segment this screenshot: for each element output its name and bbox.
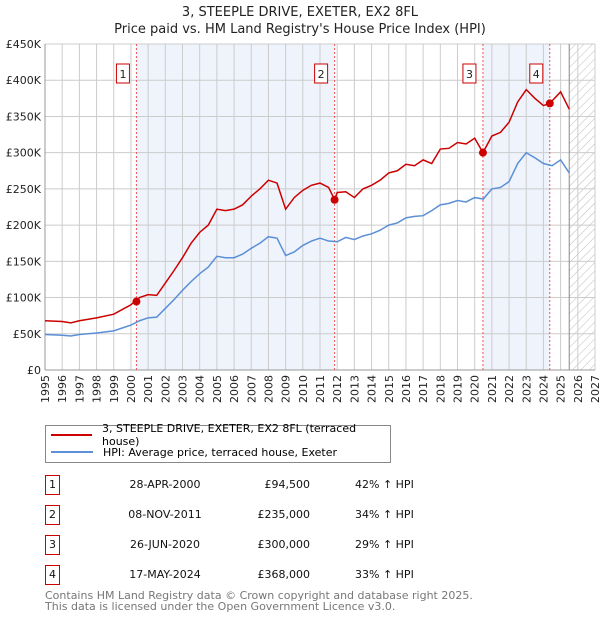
sale-marker-label: 2 bbox=[318, 68, 325, 81]
sale-date: 26-JUN-2020 bbox=[129, 538, 201, 551]
y-tick-label: £150K bbox=[6, 255, 42, 268]
sale-hpi: 34% ↑ HPI bbox=[355, 508, 414, 521]
x-tick-label: 2010 bbox=[297, 375, 310, 403]
x-tick-label: 2004 bbox=[194, 375, 207, 403]
y-tick-label: £50K bbox=[13, 328, 42, 341]
x-tick-label: 1997 bbox=[73, 375, 86, 403]
sale-row: 4 17-MAY-2024 £368,000 33% ↑ HPI bbox=[45, 565, 465, 585]
x-tick-label: 2017 bbox=[417, 375, 430, 403]
sale-marker-box bbox=[529, 63, 544, 84]
x-tick-label: 2019 bbox=[452, 375, 465, 403]
sale-row: 2 08-NOV-2011 £235,000 34% ↑ HPI bbox=[45, 505, 465, 525]
sale-num: 1 bbox=[45, 475, 60, 495]
sale-date: 28-APR-2000 bbox=[129, 478, 201, 491]
x-tick-label: 1996 bbox=[56, 375, 69, 403]
sale-marker-label: 3 bbox=[466, 68, 473, 81]
sale-price: £300,000 bbox=[257, 538, 311, 551]
price-line bbox=[44, 88, 570, 324]
x-tick-label: 2002 bbox=[159, 375, 172, 403]
x-tick-label: 2024 bbox=[537, 375, 550, 403]
y-tick-label: £0 bbox=[27, 364, 41, 377]
x-tick-label: 2021 bbox=[486, 375, 499, 403]
x-tick-label: 2022 bbox=[503, 375, 516, 403]
x-tick-label: 2020 bbox=[469, 375, 482, 403]
sale-point bbox=[330, 195, 339, 204]
footer-line1: Contains HM Land Registry data © Crown c… bbox=[45, 589, 473, 602]
y-tick-label: £200K bbox=[6, 219, 42, 232]
sale-price: £368,000 bbox=[257, 568, 311, 581]
sale-row: 3 26-JUN-2020 £300,000 29% ↑ HPI bbox=[45, 535, 465, 555]
x-tick-label: 2027 bbox=[589, 375, 600, 403]
forecast-hatch bbox=[569, 44, 595, 370]
x-tick-label: 1995 bbox=[39, 375, 52, 403]
y-tick-label: £400K bbox=[6, 74, 42, 87]
x-tick-label: 2018 bbox=[434, 375, 447, 403]
sale-point bbox=[132, 297, 141, 306]
sale-point bbox=[478, 148, 487, 157]
legend-swatch-property bbox=[51, 434, 92, 436]
y-tick-label: £100K bbox=[6, 292, 42, 305]
sale-date: 08-NOV-2011 bbox=[128, 508, 202, 521]
sale-hpi: 42% ↑ HPI bbox=[355, 478, 414, 491]
x-tick-label: 2007 bbox=[245, 375, 258, 403]
sale-num: 2 bbox=[45, 505, 60, 525]
sale-hpi: 29% ↑ HPI bbox=[355, 538, 414, 551]
footer: Contains HM Land Registry data © Crown c… bbox=[45, 590, 473, 612]
x-tick-label: 1998 bbox=[91, 375, 104, 403]
shaded-period bbox=[482, 44, 550, 370]
x-tick-label: 2015 bbox=[383, 375, 396, 403]
chart-plot: 1995 1996 1997 1998 1999 2000 2001 2002 2003 2004… bbox=[6, 38, 600, 403]
x-tick-label: 2011 bbox=[314, 375, 327, 403]
sale-date: 17-MAY-2024 bbox=[129, 568, 201, 581]
x-tick-label: 2009 bbox=[280, 375, 293, 403]
legend-swatch-hpi bbox=[51, 451, 93, 453]
y-tick-label: £450K bbox=[6, 38, 42, 51]
x-tick-label: 2023 bbox=[520, 375, 533, 403]
sale-row: 1 28-APR-2000 £94,500 42% ↑ HPI bbox=[45, 475, 465, 495]
sale-price: £94,500 bbox=[264, 478, 311, 491]
x-tick-label: 2026 bbox=[572, 375, 585, 403]
sale-hpi: 33% ↑ HPI bbox=[355, 568, 414, 581]
x-tick-label: 2013 bbox=[348, 375, 361, 403]
sale-num: 4 bbox=[45, 565, 60, 585]
x-tick-label: 2016 bbox=[400, 375, 413, 403]
sale-point bbox=[545, 99, 554, 108]
sale-marker-box bbox=[115, 63, 130, 84]
x-tick-label: 2012 bbox=[331, 375, 344, 403]
x-tick-label: 2025 bbox=[555, 375, 568, 403]
sale-num: 3 bbox=[45, 535, 60, 555]
sale-marker-box bbox=[314, 63, 329, 84]
y-tick-label: £250K bbox=[6, 183, 42, 196]
footer-line2: This data is licensed under the Open Gov… bbox=[45, 600, 396, 613]
hpi-line bbox=[44, 151, 570, 337]
chart-subtitle: Price paid vs. HM Land Registry's House … bbox=[114, 22, 486, 37]
sale-marker-label: 1 bbox=[119, 68, 126, 81]
sale-price: £235,000 bbox=[257, 508, 311, 521]
sale-marker-label: 4 bbox=[533, 68, 540, 81]
x-tick-label: 2006 bbox=[228, 375, 241, 403]
chart-title: 3, STEEPLE DRIVE, EXETER, EX2 8FL bbox=[181, 5, 419, 20]
x-tick-label: 1999 bbox=[108, 375, 121, 403]
legend: 3, STEEPLE DRIVE, EXETER, EX2 8FL (terra… bbox=[45, 422, 391, 463]
sale-marker-box bbox=[462, 63, 477, 84]
x-tick-label: 2001 bbox=[142, 375, 155, 403]
legend-label-hpi: HPI: Average price, terraced house, Exet… bbox=[103, 445, 338, 459]
x-tick-label: 2000 bbox=[125, 375, 138, 403]
x-tick-label: 2014 bbox=[366, 375, 379, 403]
y-tick-label: £300K bbox=[6, 147, 42, 160]
x-tick-label: 2005 bbox=[211, 375, 224, 403]
y-tick-label: £350K bbox=[6, 110, 42, 123]
x-tick-label: 2003 bbox=[177, 375, 190, 403]
x-tick-label: 2008 bbox=[262, 375, 275, 403]
shaded-period bbox=[136, 44, 335, 370]
legend-label-property: 3, STEEPLE DRIVE, EXETER, EX2 8FL (terra… bbox=[102, 422, 357, 448]
